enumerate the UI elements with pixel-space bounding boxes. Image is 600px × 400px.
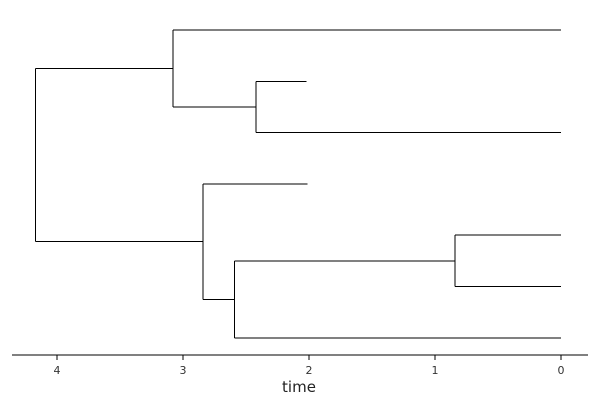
time-axis-tick-label: 1	[432, 364, 439, 377]
time-axis-tick-label: 2	[306, 364, 313, 377]
time-axis: 4 3 2 1 0 time	[12, 354, 588, 396]
tree-branches	[35, 29, 561, 339]
time-axis-tick-label: 3	[180, 364, 187, 377]
time-axis-tick-label: 0	[558, 364, 565, 377]
time-axis-ticks: 4 3 2 1 0	[54, 355, 565, 377]
time-axis-title: time	[282, 378, 316, 396]
time-axis-tick-label: 4	[54, 364, 61, 377]
